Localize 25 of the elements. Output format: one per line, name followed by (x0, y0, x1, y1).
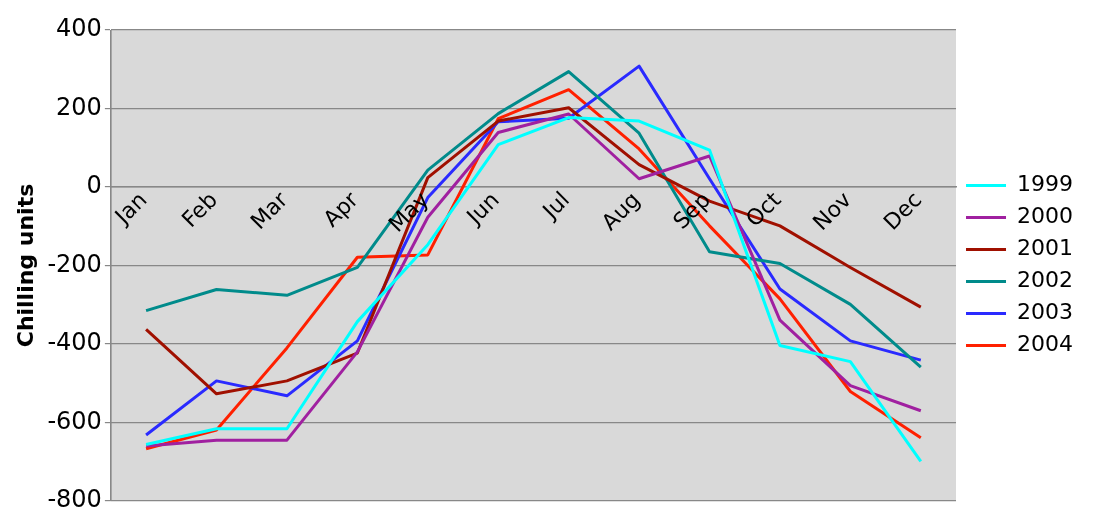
y-tick-label: 400 (56, 14, 102, 43)
legend-label: 2001 (1017, 235, 1074, 261)
x-tick-label: Apr (318, 186, 364, 232)
x-tick-label: Sep (668, 186, 716, 234)
y-tick-label: -200 (47, 249, 102, 278)
y-tick-label: 0 (86, 171, 102, 200)
y-tick-label: -800 (47, 485, 102, 514)
y-tick-label: 200 (56, 92, 102, 121)
legend-label: 2004 (1017, 331, 1074, 357)
legend-label: 2003 (1017, 299, 1074, 325)
legend-label: 2002 (1017, 267, 1074, 293)
x-tick-label: Jul (536, 186, 575, 225)
y-tick-label: -600 (47, 406, 102, 435)
x-tick-label: Aug (596, 186, 645, 235)
x-tick-label: Nov (807, 186, 856, 235)
y-tick-label: -400 (47, 328, 102, 357)
x-tick-label: Oct (740, 186, 786, 232)
x-tick-label: Dec (878, 186, 927, 235)
x-tick-label: Jan (108, 186, 152, 230)
y-axis-title: Chilling units (12, 183, 38, 348)
x-tick-label: Feb (176, 186, 223, 233)
legend-label: 1999 (1017, 171, 1074, 197)
x-tick-label: Mar (245, 186, 294, 234)
x-tick-label: Jun (460, 186, 504, 231)
legend-label: 2000 (1017, 203, 1074, 229)
